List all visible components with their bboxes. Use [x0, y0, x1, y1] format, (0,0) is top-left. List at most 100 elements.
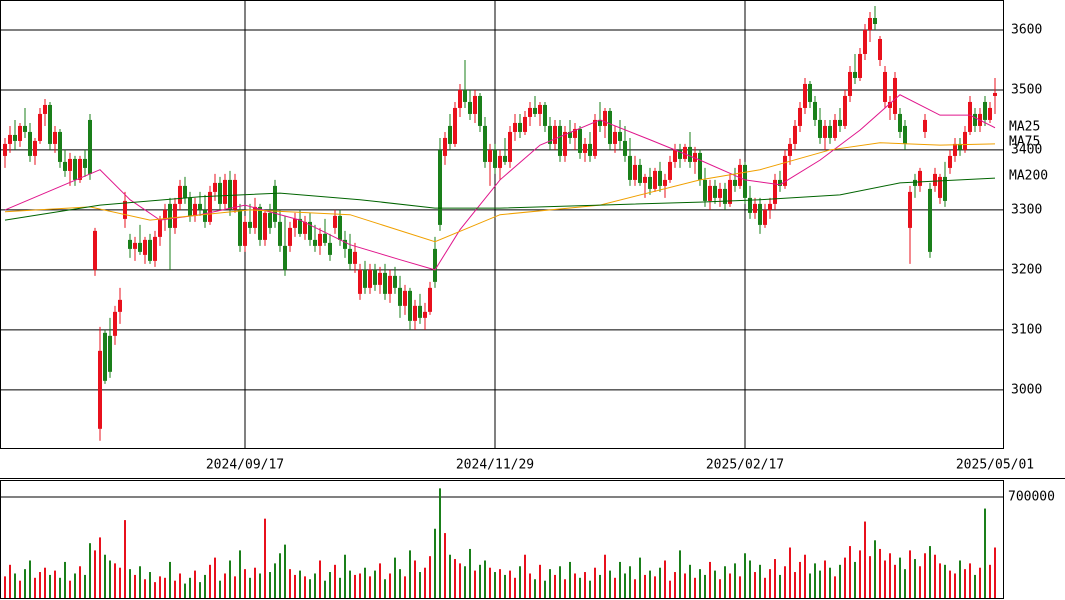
volume-bar — [344, 554, 346, 598]
ma-line — [4, 142, 996, 243]
volume-bar — [324, 580, 326, 598]
volume-bar — [989, 564, 991, 598]
y-tick-label: 3300 — [1011, 202, 1042, 217]
volume-bar — [914, 559, 916, 598]
volume-bar — [4, 576, 6, 598]
candle-body — [48, 104, 52, 144]
candle-body — [288, 227, 292, 246]
volume-bar — [514, 577, 516, 598]
volume-bar — [374, 570, 376, 598]
candle-body — [273, 185, 277, 222]
candle-body — [328, 242, 332, 255]
volume-bar — [464, 566, 466, 598]
candle-body — [323, 233, 327, 243]
candle-body — [53, 131, 57, 144]
volume-bar — [894, 564, 896, 598]
volume-bar — [414, 560, 416, 598]
candle-body — [38, 113, 42, 141]
candle-body — [343, 239, 347, 249]
candle-body — [243, 221, 247, 246]
volume-bar — [634, 579, 636, 598]
candle-body — [358, 269, 362, 294]
volume-bar — [959, 560, 961, 598]
volume-bar — [139, 566, 141, 598]
volume-bar — [964, 569, 966, 598]
candle-body — [223, 179, 227, 204]
candle-body — [783, 155, 787, 186]
volume-bar — [919, 566, 921, 598]
candle-body — [413, 305, 417, 321]
candle-body — [133, 242, 137, 249]
volume-bar — [674, 572, 676, 598]
candle-body — [618, 131, 622, 141]
candle-body — [488, 149, 492, 162]
candle-body — [463, 89, 467, 102]
volume-bar — [404, 576, 406, 598]
candle-body — [663, 179, 667, 186]
volume-bar — [14, 573, 16, 598]
candle-body — [713, 185, 717, 198]
candle-body — [283, 245, 287, 270]
volume-bar — [489, 567, 491, 598]
candle-body — [773, 179, 777, 204]
candle-body — [733, 179, 737, 186]
candle-body — [753, 203, 757, 213]
volume-bar — [889, 553, 891, 598]
candle-body — [473, 95, 477, 114]
candle-body — [583, 143, 587, 153]
volume-bar — [609, 570, 611, 598]
candle-body — [683, 146, 687, 159]
candle-body — [333, 215, 337, 228]
volume-bar — [529, 573, 531, 598]
candle-body — [973, 113, 977, 126]
volume-bar — [639, 557, 641, 598]
candle-body — [353, 251, 357, 264]
candle-body — [218, 182, 222, 204]
volume-bar — [154, 582, 156, 598]
candle-body — [893, 77, 897, 114]
volume-bar — [384, 579, 386, 598]
volume-bar — [559, 566, 561, 598]
volume-bar — [859, 550, 861, 598]
volume-bar — [84, 574, 86, 598]
candle-body — [13, 134, 17, 141]
volume-bar — [649, 570, 651, 598]
candle-body — [163, 209, 167, 219]
volume-bar — [689, 564, 691, 598]
volume-bar — [754, 572, 756, 598]
candle-body — [493, 149, 497, 168]
candle-body — [298, 218, 302, 234]
volume-bar — [569, 561, 571, 598]
candle-body — [648, 176, 652, 189]
volume-bar — [244, 569, 246, 598]
candle-body — [188, 197, 192, 216]
volume-bar — [134, 574, 136, 598]
candle-body — [78, 158, 82, 180]
candle-body — [143, 239, 147, 255]
candle-body — [638, 164, 642, 183]
volume-bar — [444, 533, 446, 598]
volume-bar — [429, 556, 431, 598]
candle-body — [3, 143, 7, 156]
volume-bar — [719, 579, 721, 598]
candle-body — [348, 248, 352, 264]
volume-bar — [904, 569, 906, 598]
volume-bar — [844, 557, 846, 598]
volume-bar — [179, 573, 181, 598]
volume-bar — [309, 579, 311, 598]
candle-body — [903, 125, 907, 144]
volume-bar — [459, 563, 461, 598]
candle-body — [173, 203, 177, 228]
volume-bar — [329, 572, 331, 598]
volume-bar — [849, 546, 851, 598]
candle-body — [688, 146, 692, 162]
candle-body — [203, 209, 207, 222]
candle-body — [858, 53, 862, 78]
volume-bar — [664, 560, 666, 598]
volume-bar — [34, 577, 36, 598]
candle-body — [533, 107, 537, 114]
volume-bar — [829, 567, 831, 598]
candle-body — [603, 110, 607, 126]
candle-body — [453, 107, 457, 144]
volume-bar — [74, 573, 76, 598]
